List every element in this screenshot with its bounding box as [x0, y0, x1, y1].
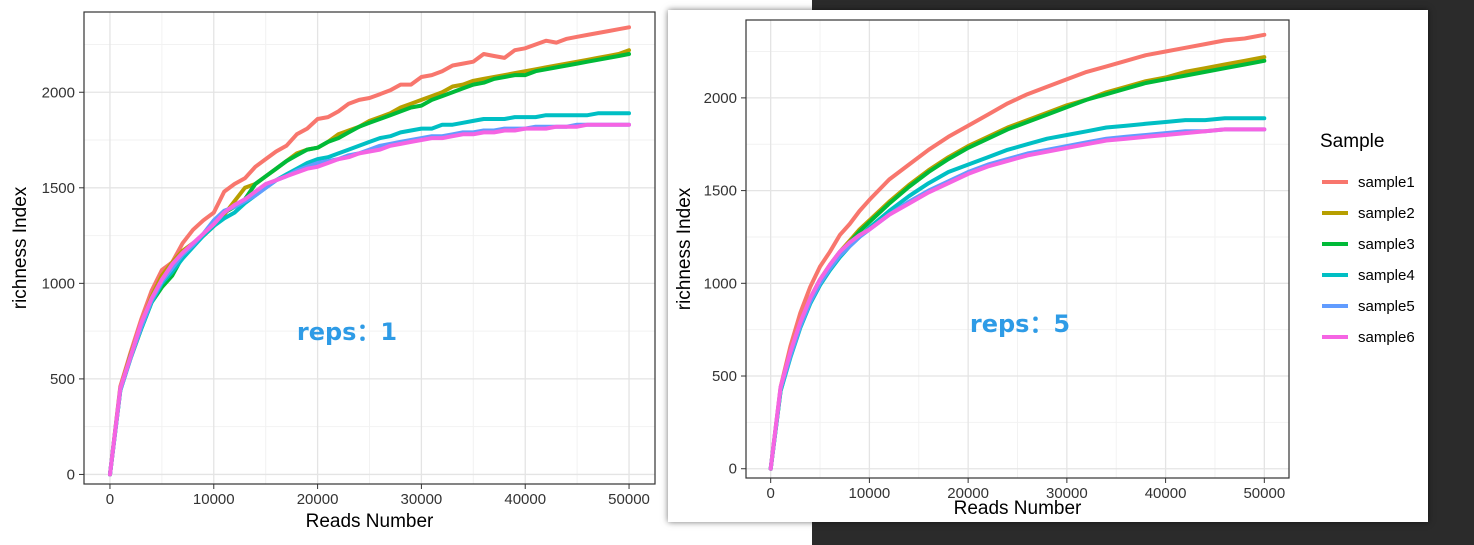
y-tick-label: 500	[712, 368, 737, 385]
x-tick-label: 30000	[401, 491, 443, 508]
series-line-sample1	[108, 25, 631, 477]
y-axis-title: richness Index	[10, 186, 31, 309]
y-tick-label: 500	[50, 371, 75, 388]
y-tick-label: 1000	[704, 275, 737, 292]
plot-border	[83, 11, 656, 485]
right-chart-panel: 0 10000 20000 30000 40000 50000 0 500 1000 1500 20…	[668, 10, 1428, 522]
legend-title: Sample	[1320, 131, 1384, 152]
x-axis-title: Reads Number	[306, 511, 434, 532]
legend-label-sample1: sample1	[1358, 174, 1415, 191]
plot-border	[745, 19, 1290, 479]
x-tick-label: 0	[767, 485, 775, 502]
series-line-sample6	[108, 122, 631, 477]
y-tick-label: 2000	[42, 84, 75, 101]
y-axis-title: richness Index	[674, 187, 695, 310]
series-line-sample1	[768, 32, 1267, 471]
legend-label-sample6: sample6	[1358, 329, 1415, 346]
y-tick-label: 1500	[42, 180, 75, 197]
x-tick-label: 40000	[1145, 485, 1187, 502]
x-tick-label: 50000	[608, 491, 650, 508]
chart-reps-5: 0 10000 20000 30000 40000 50000 0 500 1000 1500 20…	[674, 19, 1415, 519]
legend-label-sample5: sample5	[1358, 298, 1415, 315]
x-tick-label: 10000	[193, 491, 235, 508]
x-tick-label: 20000	[297, 491, 339, 508]
legend-label-sample4: sample4	[1358, 267, 1415, 284]
series-line-sample6	[768, 127, 1267, 471]
x-tick-label: 30000	[1046, 485, 1088, 502]
x-tick-label: 20000	[947, 485, 989, 502]
y-tick-label: 0	[729, 461, 737, 478]
x-tick-label: 40000	[504, 491, 546, 508]
y-tick-label: 1500	[704, 183, 737, 200]
legend-label-sample2: sample2	[1358, 205, 1415, 222]
y-tick-label: 2000	[704, 90, 737, 107]
x-axis-title: Reads Number	[954, 498, 1082, 519]
y-tick-label: 0	[67, 466, 75, 483]
reps-annotation: reps：1	[297, 318, 397, 346]
reps-annotation: reps：5	[970, 310, 1070, 338]
chart-reps-1: 0 10000 20000 30000 40000 50000 0 500 1000 1500 20…	[10, 11, 656, 532]
legend-label-sample3: sample3	[1358, 236, 1415, 253]
y-tick-label: 1000	[42, 275, 75, 292]
x-tick-label: 10000	[849, 485, 891, 502]
x-tick-label: 0	[106, 491, 114, 508]
x-tick-label: 50000	[1243, 485, 1285, 502]
